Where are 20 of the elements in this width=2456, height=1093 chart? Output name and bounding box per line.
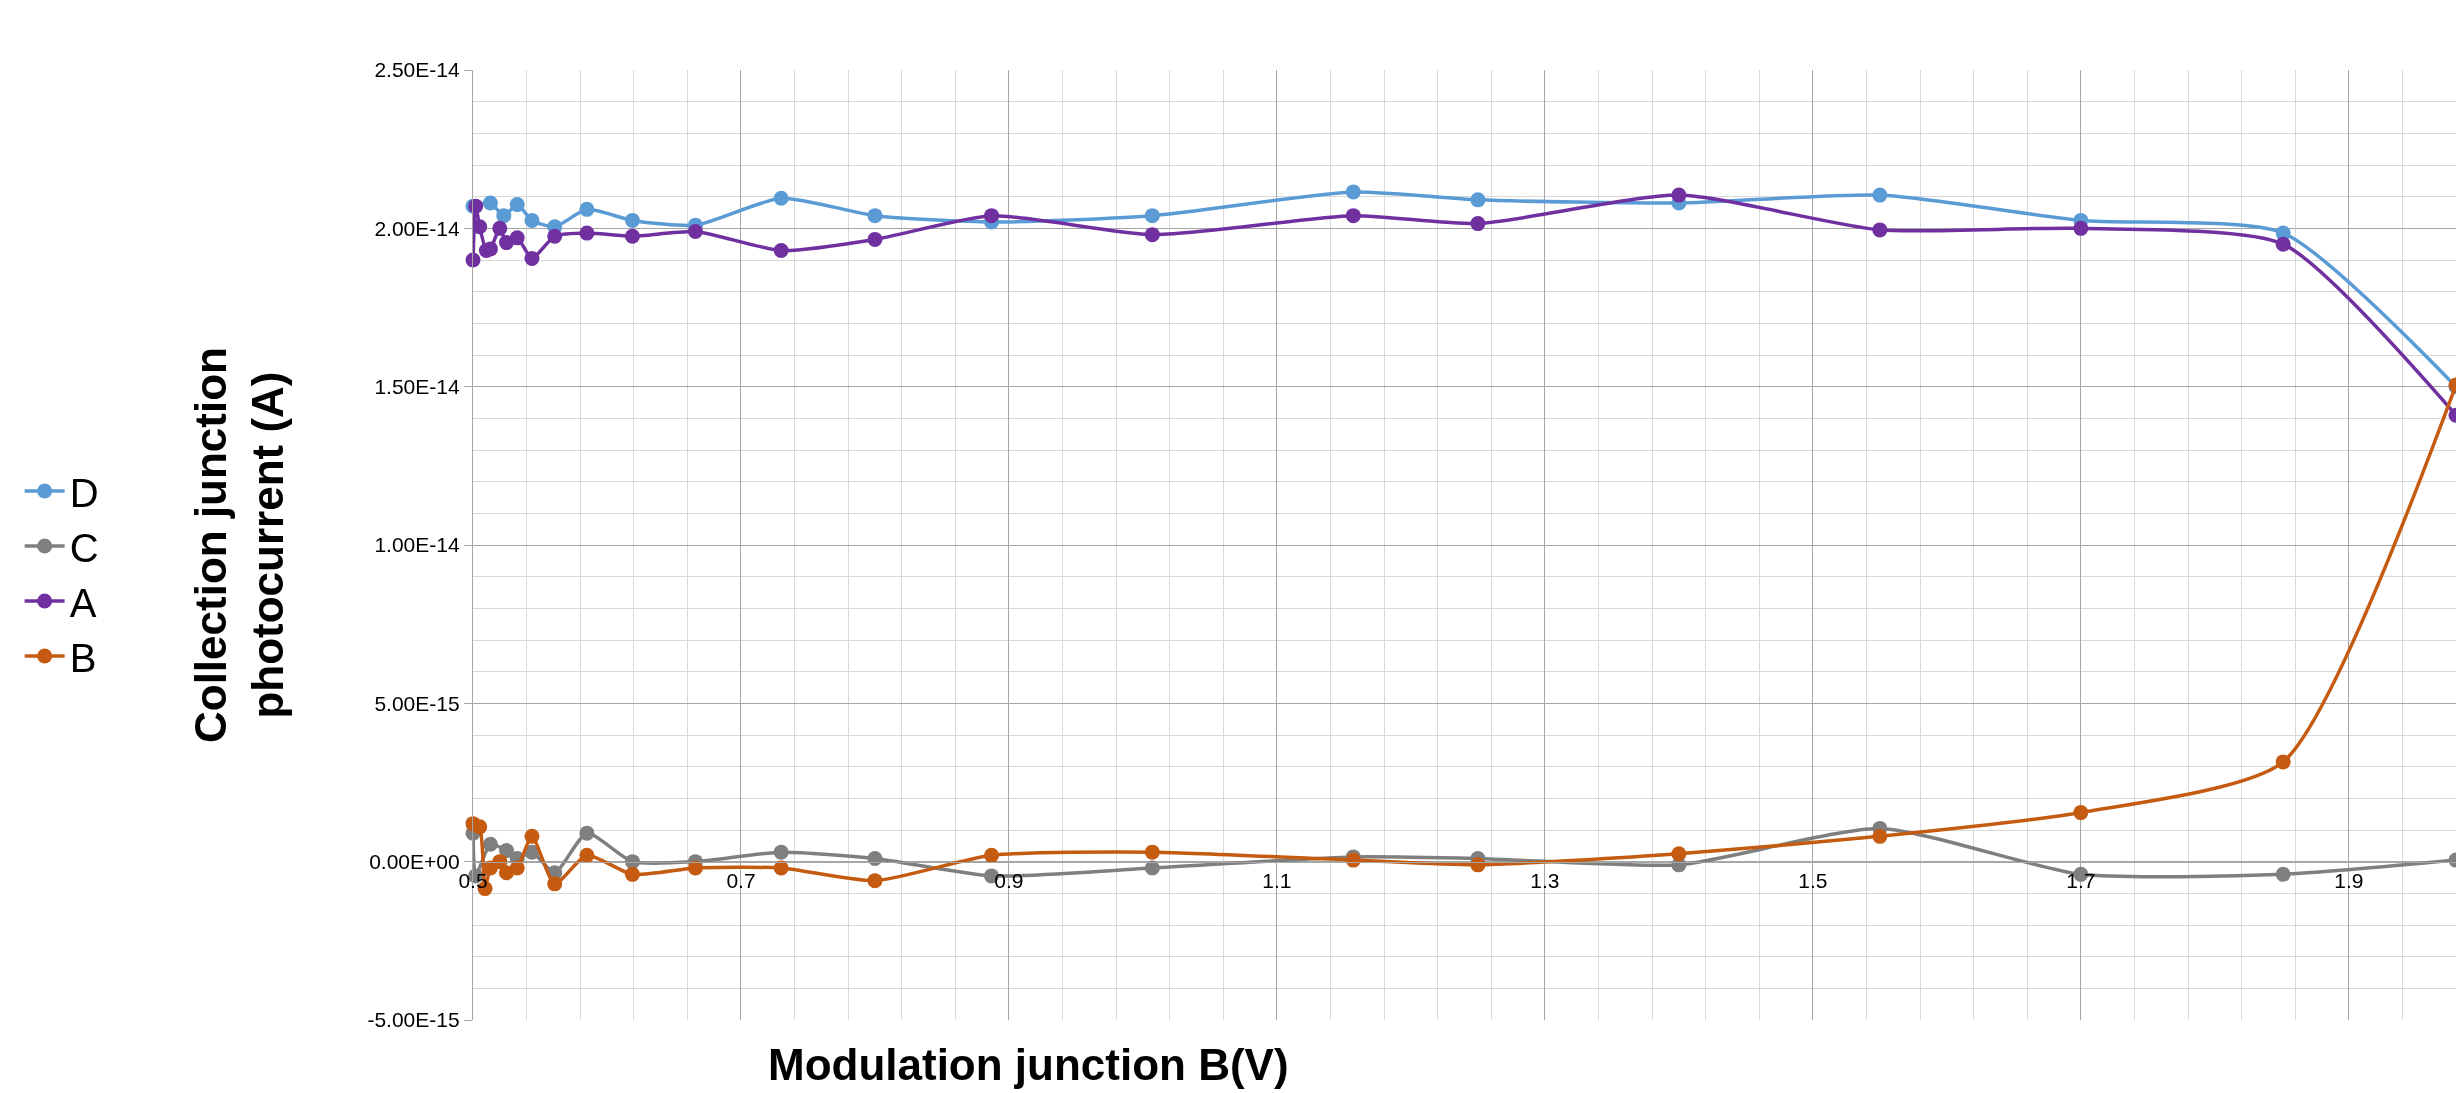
y-tick-label: 2.00E-14 [374,216,460,240]
x-axis-title: Modulation junction B(V) [768,1040,1289,1089]
y-tick-label: 1.00E-14 [374,533,460,557]
y-tick-label: 0.00E+00 [369,850,460,874]
y-tick-label: 1.50E-14 [374,375,460,399]
x-tick-label: 1.5 [1798,869,1828,893]
x-tick-label: 1.7 [2066,869,2096,893]
x-tick-label: 0.9 [994,869,1024,893]
y-axis-title: Collection junction photocurrent (A) [186,347,293,744]
x-tick-label: 0.7 [726,869,756,893]
y-tick-label: 5.00E-15 [374,691,460,715]
legend-label: C [69,525,99,570]
legend-label: A [69,580,97,625]
x-tick-label: 1.9 [2334,869,2364,893]
y-tick-label: 2.50E-14 [374,58,460,82]
legend-label: B [69,635,97,680]
x-tick-label: 1.1 [1262,869,1292,893]
x-tick-label: 1.3 [1530,869,1560,893]
legend-label: D [69,470,99,515]
y-tick-label: -5.00E-15 [367,1008,460,1032]
